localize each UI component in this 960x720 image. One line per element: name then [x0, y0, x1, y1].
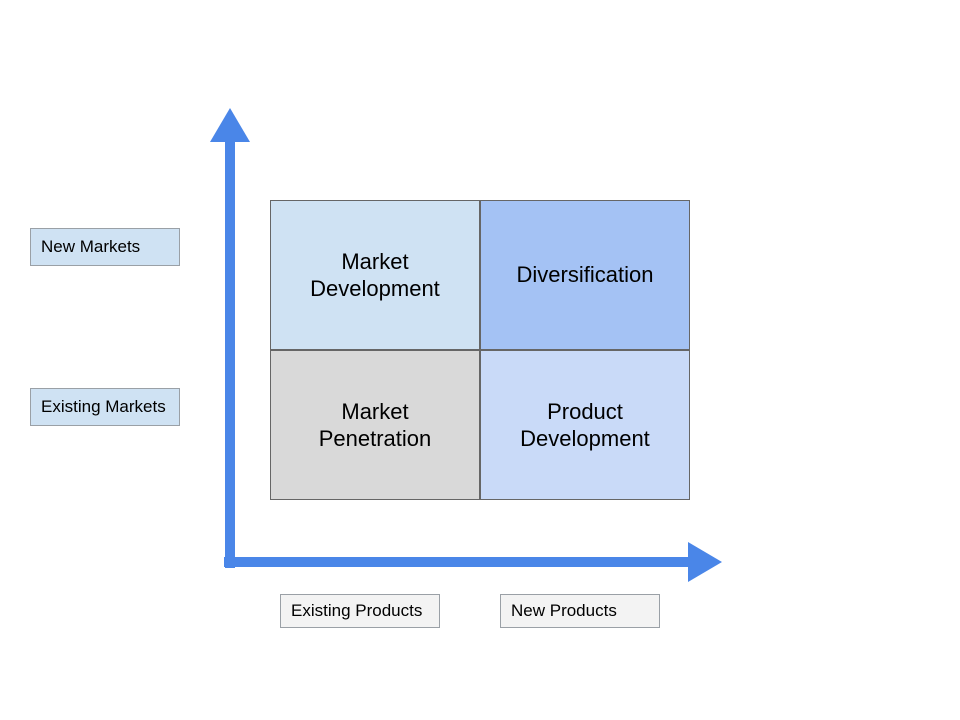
axis-label-text: Existing Markets [41, 397, 166, 417]
diagram-stage: Market Development Diversification Marke… [0, 0, 960, 720]
quadrant-label: Diversification [517, 261, 654, 289]
y-axis-label-existing-markets: Existing Markets [30, 388, 180, 426]
x-axis-arrow-shaft [224, 557, 688, 567]
axis-label-text: Existing Products [291, 601, 422, 621]
quadrant-label: Market Penetration [319, 398, 432, 453]
x-axis-label-new-products: New Products [500, 594, 660, 628]
quadrant-diversification: Diversification [480, 200, 690, 350]
quadrant-market-development: Market Development [270, 200, 480, 350]
axis-label-text: New Markets [41, 237, 140, 257]
quadrant-label: Product Development [520, 398, 650, 453]
quadrant-label: Market Development [310, 248, 440, 303]
y-axis-arrow-head [210, 108, 250, 142]
quadrant-market-penetration: Market Penetration [270, 350, 480, 500]
y-axis-label-new-markets: New Markets [30, 228, 180, 266]
x-axis-arrow-head [688, 542, 722, 582]
x-axis-label-existing-products: Existing Products [280, 594, 440, 628]
axis-label-text: New Products [511, 601, 617, 621]
y-axis-arrow-shaft [225, 142, 235, 568]
quadrant-product-development: Product Development [480, 350, 690, 500]
